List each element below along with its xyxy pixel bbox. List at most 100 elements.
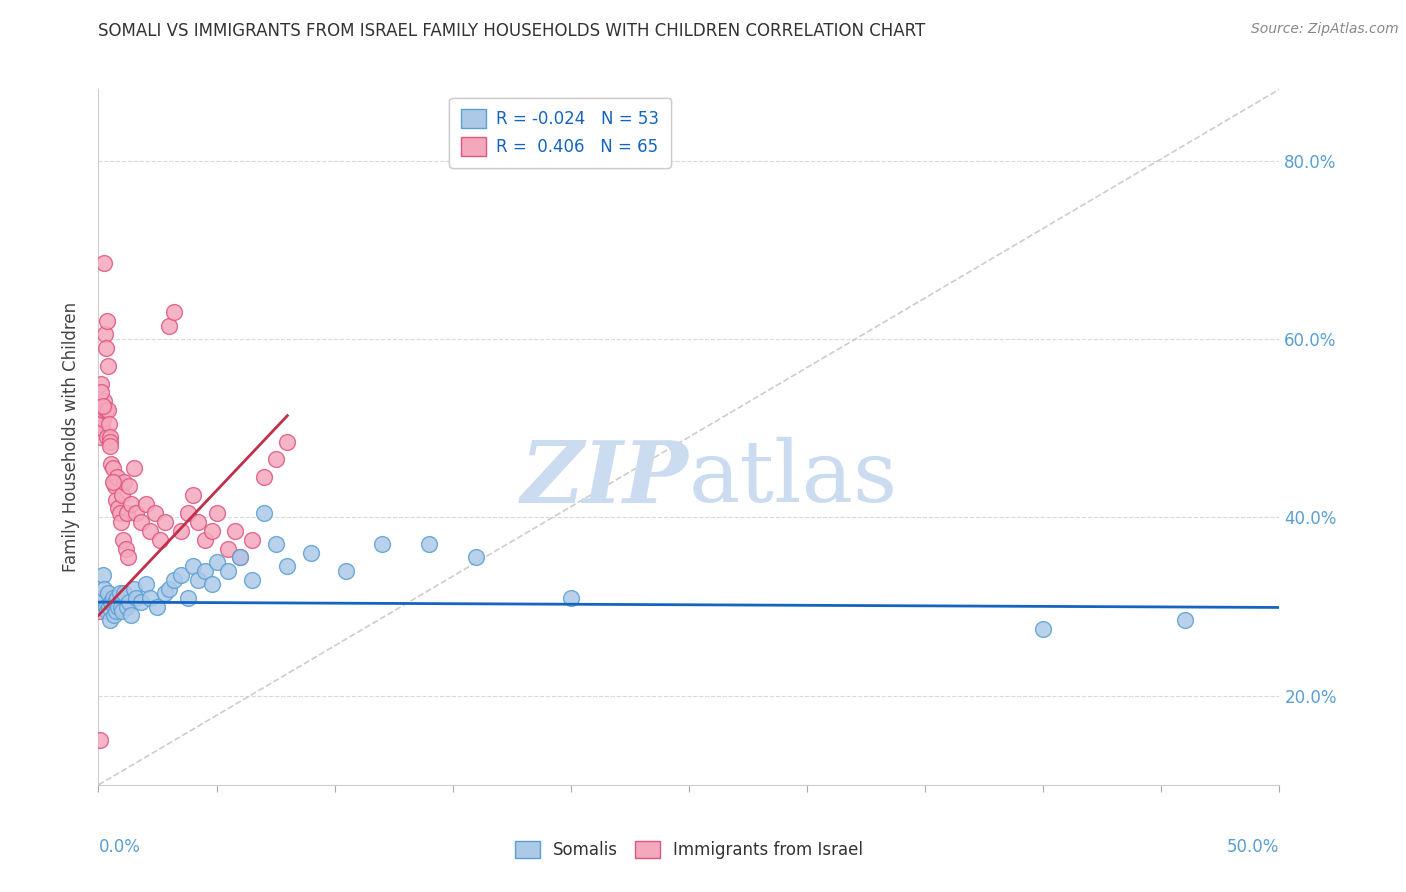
Point (101, 475, 124, 489)
Point (253, 506, 276, 520)
Point (240, 533, 263, 547)
Point (153, 586, 176, 600)
Point (91, 403, 114, 417)
Text: ZIP: ZIP (522, 437, 689, 521)
Point (121, 608, 143, 623)
Point (93, 394, 115, 409)
Point (103, 608, 125, 623)
Point (129, 515, 152, 529)
Point (181, 488, 204, 502)
Point (96, 430, 118, 444)
Point (194, 564, 217, 578)
Point (201, 524, 224, 538)
Point (177, 591, 200, 605)
Legend: Somalis, Immigrants from Israel: Somalis, Immigrants from Israel (508, 834, 870, 866)
Point (93, 582, 115, 596)
Point (94, 327, 117, 342)
Point (201, 577, 224, 591)
Point (253, 470, 276, 484)
Point (105, 591, 128, 605)
Point (465, 550, 488, 565)
Point (98, 417, 121, 431)
Point (170, 568, 193, 582)
Point (100, 595, 122, 609)
Point (91, 412, 114, 426)
Point (121, 497, 143, 511)
Point (135, 577, 157, 591)
Point (157, 318, 180, 333)
Point (105, 604, 128, 618)
Point (1174, 613, 1197, 627)
Point (205, 506, 228, 520)
Point (122, 461, 145, 475)
Point (229, 550, 252, 565)
Point (105, 492, 128, 507)
Point (153, 515, 176, 529)
Point (371, 537, 394, 551)
Point (91, 591, 114, 605)
Point (163, 305, 186, 319)
Point (98, 430, 121, 444)
Point (97, 359, 120, 373)
Point (97, 586, 120, 600)
Point (217, 564, 239, 578)
Point (91, 568, 114, 582)
Point (96, 604, 118, 618)
Point (163, 573, 186, 587)
Point (90, 430, 112, 444)
Point (335, 564, 357, 578)
Point (139, 524, 162, 538)
Point (181, 559, 204, 574)
Point (418, 537, 440, 551)
Point (560, 591, 582, 605)
Point (90, 385, 112, 400)
Point (118, 595, 141, 609)
Point (187, 515, 209, 529)
Point (103, 475, 125, 489)
Point (101, 461, 124, 475)
Point (112, 586, 135, 600)
Point (122, 582, 145, 596)
Point (112, 475, 135, 489)
Point (276, 559, 298, 574)
Point (129, 595, 152, 609)
Point (91, 421, 114, 435)
Point (98, 434, 121, 449)
Point (98, 613, 121, 627)
Point (104, 595, 127, 609)
Point (107, 599, 129, 614)
Point (97, 403, 120, 417)
Point (118, 479, 141, 493)
Point (125, 506, 148, 520)
Point (90, 595, 112, 609)
Point (149, 533, 172, 547)
Point (98, 439, 121, 453)
Point (100, 457, 122, 471)
Point (110, 515, 132, 529)
Point (146, 599, 169, 614)
Legend: R = -0.024   N = 53, R =  0.406   N = 65: R = -0.024 N = 53, R = 0.406 N = 65 (450, 97, 671, 168)
Point (115, 599, 138, 614)
Point (170, 524, 193, 538)
Text: atlas: atlas (689, 437, 898, 520)
Point (177, 506, 200, 520)
Point (125, 591, 148, 605)
Point (108, 506, 131, 520)
Point (194, 533, 217, 547)
Point (205, 555, 228, 569)
Point (217, 541, 239, 556)
Point (229, 550, 252, 565)
Point (94, 403, 117, 417)
Point (157, 582, 180, 596)
Text: 0.0%: 0.0% (98, 838, 141, 856)
Point (115, 506, 138, 520)
Point (96, 314, 118, 328)
Point (276, 434, 298, 449)
Point (93, 256, 115, 270)
Point (111, 604, 134, 618)
Point (107, 501, 129, 516)
Point (89, 733, 111, 747)
Text: 50.0%: 50.0% (1227, 838, 1279, 856)
Point (143, 506, 166, 520)
Point (139, 591, 162, 605)
